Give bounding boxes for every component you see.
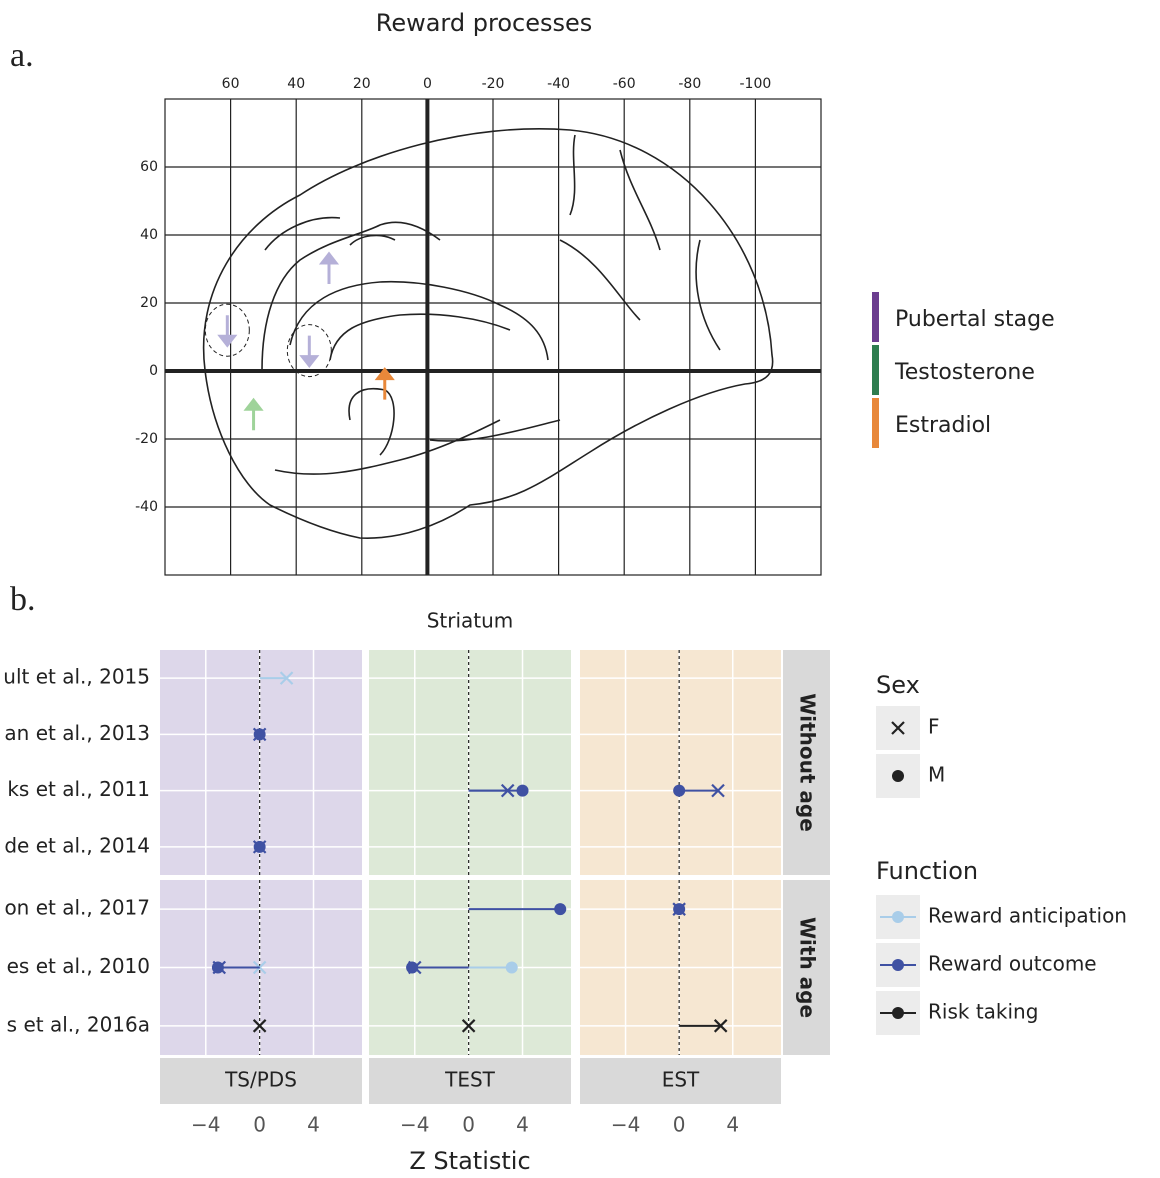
legend-swatch [872,398,879,448]
chart-title: Striatum [427,609,514,633]
x-tick-label: 40 [287,76,305,92]
y-tick-label: s et al., 2016a [7,1012,150,1036]
legend-label: Reward outcome [928,952,1097,976]
highlight-circle [286,324,332,378]
legend-label: Pubertal stage [895,307,1055,332]
point [461,1019,476,1033]
x-tick-label: 0 [673,1113,686,1137]
x-tick-label: 4 [726,1113,739,1137]
arrow [217,315,238,348]
legend-marker [892,959,904,971]
x-tick-label: −4 [191,1113,220,1137]
x-tick-label: −4 [400,1113,429,1137]
panel-background [369,650,571,875]
chart-title: Reward processes [376,9,593,37]
x-tick-label: 20 [353,76,371,92]
y-tick-label: on et al., 2017 [4,896,150,920]
legend-marker [892,770,904,782]
brain-outline [202,128,774,539]
strip-label: EST [662,1068,700,1092]
legend-label: Reward anticipation [928,904,1127,928]
strip-label: TEST [444,1068,496,1092]
legend-label: Testosterone [894,360,1035,385]
legend-swatch [872,345,879,395]
y-tick-label: ks et al., 2011 [7,777,150,801]
x-tick-label: 0 [423,76,432,92]
strip-label: Without age [796,693,820,832]
legend-title: Sex [876,671,920,699]
point [211,961,224,974]
point [253,840,266,853]
x-tick-label: -40 [547,76,570,92]
y-tick-label: 0 [149,363,158,379]
legend-label: F [928,715,940,739]
x-tick-label: -60 [613,76,636,92]
panel-label: b. [10,581,36,618]
x-axis-label: Z Statistic [409,1147,530,1175]
point [253,728,266,741]
y-tick-label: -40 [135,499,158,515]
y-tick-label: -20 [135,431,158,447]
arrow [299,335,320,369]
x-tick-label: 4 [307,1113,320,1137]
legend-swatch [872,292,879,342]
x-tick-label: 0 [253,1113,266,1137]
panel-label: a. [10,37,34,74]
point [406,961,419,974]
arrow [374,367,395,400]
x-tick-label: -80 [678,76,701,92]
x-tick-label: 4 [516,1113,529,1137]
legend-label: M [928,763,945,787]
strip [783,650,830,875]
strip [369,1058,571,1104]
y-tick-label: 40 [140,227,158,243]
panel-background [160,650,362,875]
point [252,1019,267,1033]
legend-marker [892,1007,904,1019]
point [711,783,725,798]
y-tick-label: es et al., 2010 [7,954,150,978]
y-tick-label: de et al., 2014 [4,833,150,857]
strip [580,1058,781,1104]
point [713,1019,728,1033]
strip [160,1058,362,1104]
strip [783,880,830,1055]
y-tick-label: an et al., 2013 [4,721,150,745]
legend-label: Estradiol [895,413,991,438]
strip-label: With age [796,917,820,1018]
point [554,903,567,916]
y-tick-label: 20 [140,295,158,311]
highlight-circle [204,303,250,357]
point [673,903,686,916]
arrow [243,397,264,431]
legend-title: Function [876,857,978,885]
y-tick-label: ult et al., 2015 [3,665,150,689]
x-tick-label: 0 [462,1113,475,1137]
x-tick-label: −4 [611,1113,640,1137]
point [505,961,518,974]
x-tick-label: 60 [222,76,240,92]
point [516,784,529,797]
legend-marker [891,721,905,735]
x-tick-label: -100 [740,76,772,92]
panel-background [580,650,781,875]
legend-label: Risk taking [928,1000,1038,1024]
point [279,671,294,685]
x-tick-label: -20 [482,76,505,92]
legend-marker [892,911,904,923]
strip-label: TS/PDS [224,1068,297,1092]
arrow [318,251,340,284]
y-tick-label: 60 [140,159,158,175]
